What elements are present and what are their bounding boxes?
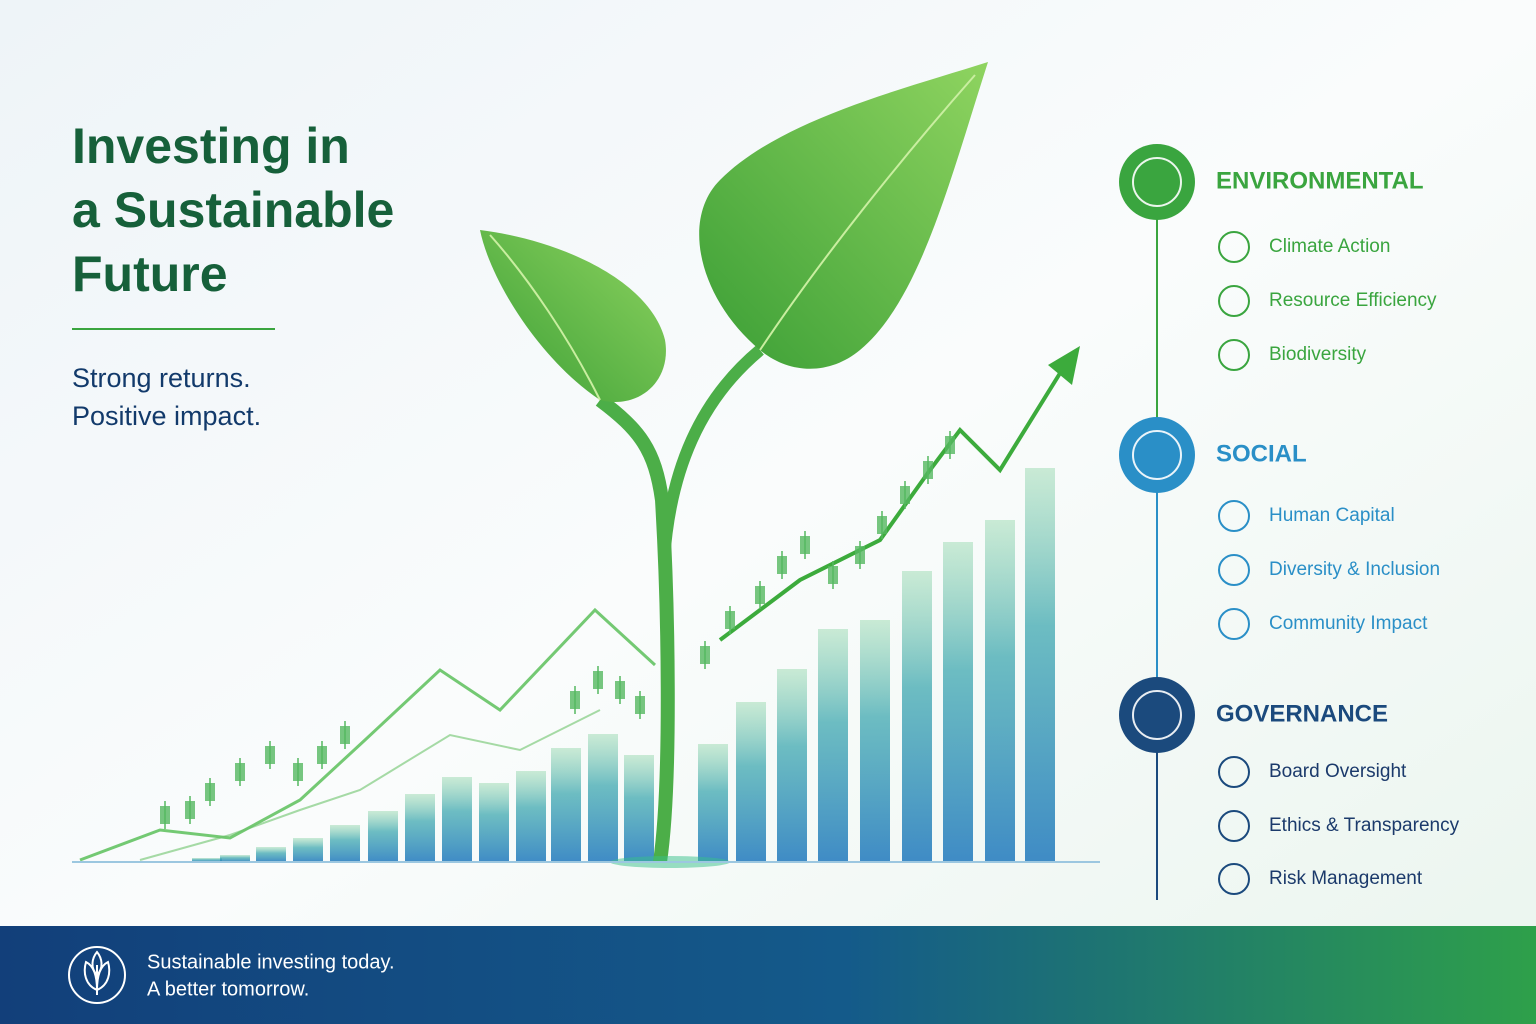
decor-candle bbox=[855, 546, 865, 564]
decor-bar bbox=[588, 734, 618, 862]
decor-bar bbox=[293, 838, 323, 862]
decor-candle bbox=[185, 801, 195, 819]
decor-bar bbox=[442, 777, 472, 862]
tagline: Positive impact. bbox=[72, 401, 261, 431]
decor-candle bbox=[160, 806, 170, 824]
pillar-title: ENVIRONMENTAL bbox=[1216, 167, 1424, 194]
item-icon bbox=[1218, 554, 1250, 586]
pillar-icon-ring bbox=[1132, 157, 1182, 207]
item-icon bbox=[1218, 231, 1250, 263]
pillar-item: Climate Action bbox=[1269, 236, 1390, 257]
footer bbox=[0, 926, 1536, 1024]
title: Future bbox=[72, 246, 228, 302]
decorative-chart bbox=[79, 346, 1080, 862]
decor-arrow bbox=[1048, 346, 1080, 385]
decor-candle bbox=[700, 646, 710, 664]
decor-bar bbox=[902, 571, 932, 862]
decor-candle bbox=[235, 763, 245, 781]
decor-bar bbox=[1025, 468, 1055, 862]
decor-candle bbox=[900, 486, 910, 504]
pillar-item: Human Capital bbox=[1269, 505, 1395, 526]
decor-candle bbox=[317, 746, 327, 764]
decor-candle bbox=[777, 556, 787, 574]
item-icon bbox=[1218, 285, 1250, 317]
decor-bar bbox=[698, 744, 728, 862]
decor-bar bbox=[551, 748, 581, 862]
decor-bar bbox=[736, 702, 766, 862]
pillar-icon bbox=[1119, 144, 1195, 220]
decor-bar bbox=[220, 855, 250, 862]
decor-bar bbox=[985, 520, 1015, 862]
pillar-item: Board Oversight bbox=[1269, 761, 1407, 782]
decor-bar bbox=[860, 620, 890, 862]
decor-candle bbox=[570, 691, 580, 709]
decor-bar bbox=[818, 629, 848, 862]
item-icon bbox=[1218, 863, 1250, 895]
decor-bar bbox=[943, 542, 973, 862]
decor-bar bbox=[516, 771, 546, 862]
item-icon bbox=[1218, 608, 1250, 640]
decor-candle bbox=[205, 783, 215, 801]
tagline: Strong returns. bbox=[72, 363, 251, 393]
footer-text: Sustainable investing today. bbox=[147, 951, 395, 973]
pillar-item: Risk Management bbox=[1269, 868, 1423, 889]
decor-candle bbox=[265, 746, 275, 764]
decor-candle bbox=[615, 681, 625, 699]
decor-candle bbox=[293, 763, 303, 781]
decor-bar bbox=[368, 811, 398, 862]
decor-bar bbox=[405, 794, 435, 862]
pillars: ENVIRONMENTAL Climate Action Resource Effi… bbox=[1119, 144, 1460, 895]
decor-line bbox=[79, 607, 657, 862]
item-icon bbox=[1218, 810, 1250, 842]
decor-bar bbox=[330, 825, 360, 862]
pillar-item: Community Impact bbox=[1269, 613, 1428, 634]
decor-candle bbox=[800, 536, 810, 554]
decor-candle bbox=[877, 516, 887, 534]
title: Investing in bbox=[72, 118, 350, 174]
pillar-title: SOCIAL bbox=[1216, 440, 1307, 467]
decor-candle bbox=[725, 611, 735, 629]
decor-bar bbox=[624, 755, 654, 862]
item-icon bbox=[1218, 756, 1250, 788]
decor-candle bbox=[923, 461, 933, 479]
pillar-item: Diversity & Inclusion bbox=[1269, 559, 1440, 580]
decor-candle bbox=[593, 671, 603, 689]
decor-line bbox=[139, 709, 601, 861]
pillar-icon-ring bbox=[1132, 430, 1182, 480]
decor-candle bbox=[828, 566, 838, 584]
pillar-icon-ring bbox=[1132, 690, 1182, 740]
footer-icon bbox=[68, 946, 126, 1004]
pillar-title: GOVERNANCE bbox=[1216, 700, 1388, 727]
pillar-item: Resource Efficiency bbox=[1269, 290, 1437, 311]
pillar-icon bbox=[1119, 417, 1195, 493]
item-icon bbox=[1218, 339, 1250, 371]
pillar-item: Ethics & Transparency bbox=[1269, 815, 1460, 836]
decor-bar bbox=[192, 858, 222, 862]
decor-bar bbox=[777, 669, 807, 862]
decor-bar bbox=[479, 783, 509, 862]
title: a Sustainable bbox=[72, 182, 394, 238]
pillar-item: Biodiversity bbox=[1269, 344, 1367, 365]
decor-candle bbox=[755, 586, 765, 604]
decor-bar bbox=[256, 847, 286, 862]
pillar-icon bbox=[1119, 677, 1195, 753]
decor-candle bbox=[945, 436, 955, 454]
decor-candle bbox=[340, 726, 350, 744]
item-icon bbox=[1218, 500, 1250, 532]
decor-candle bbox=[635, 696, 645, 714]
footer-text: A better tomorrow. bbox=[147, 978, 309, 1000]
